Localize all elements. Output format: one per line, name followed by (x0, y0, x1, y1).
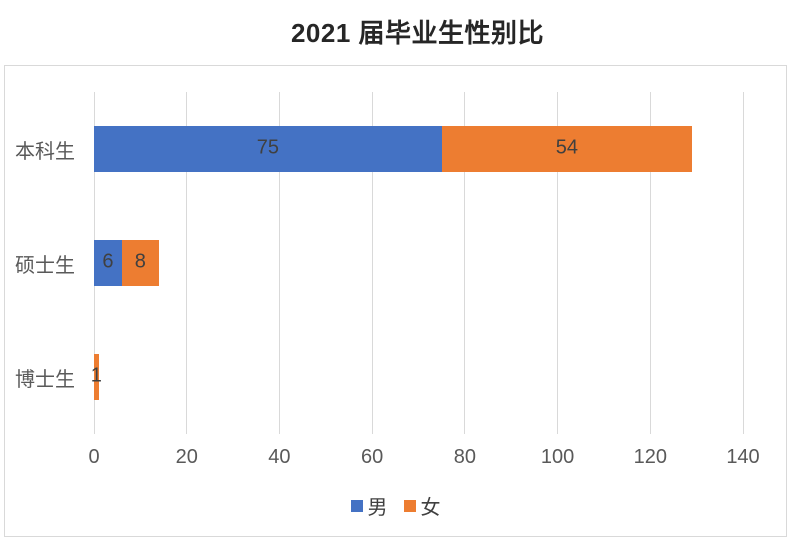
gridline (186, 92, 188, 434)
x-tick-label: 100 (540, 446, 575, 468)
bar-value-label: 6 (102, 250, 114, 273)
x-tick-label: 0 (88, 446, 100, 468)
bar-value-label: 54 (555, 136, 578, 159)
category-label: 硕士生 (15, 254, 75, 277)
gridline (649, 92, 651, 434)
bar-segment-female: 8 (121, 240, 159, 286)
bar-segment-male: 6 (94, 240, 122, 286)
plot-area: 0 20 40 60 80 100 120 140 75 54 6 8 1 (88, 92, 760, 468)
chart-title: 2021 届毕业生性别比 (290, 18, 545, 48)
category-label: 本科生 (15, 140, 75, 163)
gridline (742, 92, 744, 434)
legend: 男女 (5, 491, 786, 520)
bar-value-label: 1 (90, 364, 102, 387)
legend-label-female: 女 (420, 497, 441, 519)
x-tick-label: 60 (361, 446, 384, 468)
x-tick-label: 40 (268, 446, 291, 468)
gridline (557, 92, 559, 434)
gridline (464, 92, 466, 434)
legend-label-male: 男 (367, 497, 388, 519)
x-tick-label: 20 (175, 446, 198, 468)
legend-swatch-male (350, 499, 363, 512)
legend-item-female: 女 (403, 491, 441, 520)
chart-panel: 0 20 40 60 80 100 120 140 75 54 6 8 1 男女 本科生 硕士生 博士生 (4, 65, 787, 537)
gridline (371, 92, 373, 434)
bar-value-label: 75 (256, 136, 279, 159)
x-tick-label: 80 (453, 446, 476, 468)
bar-segment-female: 54 (441, 126, 692, 172)
gridline (278, 92, 280, 434)
x-tick-label: 120 (633, 446, 667, 468)
bar-value-label: 8 (134, 250, 146, 273)
bar-segment-male: 75 (94, 126, 442, 172)
bar-segment-female: 1 (90, 354, 102, 400)
legend-swatch-female (403, 499, 416, 512)
x-tick-label: 140 (726, 446, 760, 468)
category-label: 博士生 (15, 368, 75, 391)
legend-item-male: 男 (350, 491, 388, 520)
